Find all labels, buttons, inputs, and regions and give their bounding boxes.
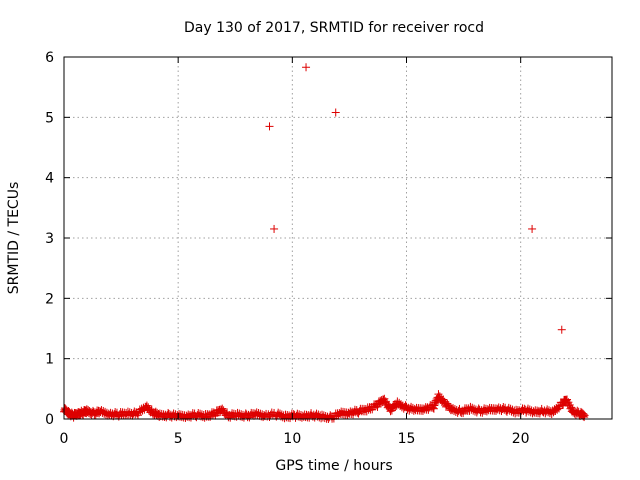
data-points [60,63,589,423]
data-point-outlier [528,224,537,233]
y-tick-labels: 0 1 2 3 4 5 6 [45,50,54,428]
axis-ticks [63,56,612,420]
data-point [580,411,589,420]
data-point [554,402,563,411]
grid-lines [64,57,612,419]
data-point-outlier [331,108,340,117]
y-tick-label: 2 [45,291,54,307]
data-point-outlier [557,325,566,334]
y-tick-label: 5 [45,110,54,126]
x-tick-labels: 0 5 10 15 20 [60,431,530,447]
x-tick-label: 0 [60,431,69,447]
data-point-outlier [302,63,311,72]
data-point [362,407,371,416]
chart-title: Day 130 of 2017, SRMTID for receiver roc… [184,20,484,36]
x-tick-label: 15 [398,431,416,447]
y-tick-label: 4 [45,171,54,187]
data-point-outlier [265,122,274,131]
y-tick-label: 0 [45,412,54,428]
y-axis-label: SRMTID / TECUs [6,182,22,295]
y-tick-label: 6 [45,50,54,66]
x-axis-label: GPS time / hours [275,458,392,474]
x-tick-label: 5 [174,431,183,447]
x-tick-label: 20 [512,431,530,447]
y-tick-label: 1 [45,352,54,368]
data-point-outlier [270,224,279,233]
y-tick-label: 3 [45,231,54,247]
x-tick-label: 10 [283,431,301,447]
